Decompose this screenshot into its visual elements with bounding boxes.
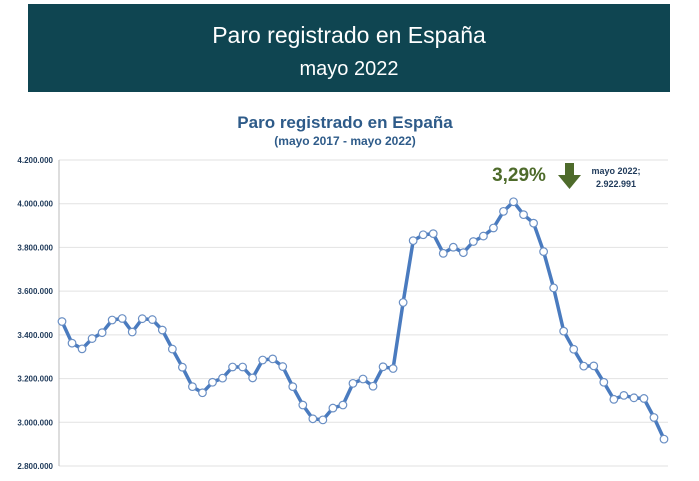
annotation-label-line2: 2.922.991 [596,179,636,189]
data-point [328,403,338,413]
y-tick-label: 4.200.000 [17,156,53,165]
data-point [579,361,589,371]
annotation-label-line1: mayo 2022; [591,166,640,176]
y-axis-ticks: 2.800.000 3.000.000 3.200.000 3.400.000 3.60… [17,156,53,471]
y-tick-label: 3.800.000 [17,243,53,252]
y-tick-label: 2.800.000 [17,462,53,471]
data-point [418,230,428,240]
data-point [509,197,518,207]
data-point [87,334,97,343]
data-point [258,355,268,365]
data-point [549,283,559,293]
data-point [57,317,67,326]
data-point [248,373,258,383]
data-point [117,314,127,323]
data-point [157,325,167,335]
data-point [77,344,87,354]
data-point [298,400,308,410]
data-point [338,400,348,410]
data-point [308,414,318,424]
chart-title: Paro registrado en España [237,113,453,132]
y-tick-label: 3.000.000 [17,418,53,427]
data-point [428,229,438,239]
data-point [619,391,629,400]
percent-change-label: 3,29% [492,165,546,186]
header-banner: Paro registrado en España mayo 2022 [28,4,670,92]
data-point [479,231,488,241]
data-point [529,218,538,228]
points-group [57,197,669,444]
data-point [448,242,458,252]
data-point [218,373,227,383]
data-point [107,315,117,325]
page-title: Paro registrado en España [212,22,486,48]
data-point [137,314,147,324]
data-point [188,382,197,392]
data-point [589,361,599,371]
chart-subtitle: (mayo 2017 - mayo 2022) [274,134,416,148]
data-point [398,298,408,307]
data-point [268,354,278,364]
data-point [318,415,328,425]
data-point [559,326,569,336]
data-point [208,377,217,387]
data-point [288,382,298,392]
y-tick-label: 3.200.000 [17,375,53,384]
data-point [147,315,157,324]
page-subtitle: mayo 2022 [299,58,399,80]
data-point [659,434,669,444]
data-point [177,362,187,372]
data-point [468,237,478,246]
data-point [198,388,207,398]
y-tick-label: 4.000.000 [17,200,53,209]
data-point [67,338,77,348]
data-point [599,377,609,387]
data-point [348,378,358,388]
data-point [438,248,448,258]
y-tick-label: 3.600.000 [17,287,53,296]
data-point [569,344,579,354]
data-point [358,374,368,384]
data-point [639,394,649,403]
arrow-down-icon [558,163,581,189]
data-point [609,394,619,404]
data-point [489,223,498,233]
data-point [228,362,237,372]
y-tick-label: 3.400.000 [17,331,53,340]
data-point [458,248,468,258]
data-point [378,362,388,372]
data-point [238,362,248,372]
data-point [408,236,418,246]
data-point [278,362,288,371]
data-point [649,413,659,422]
chart-grid [59,159,668,467]
data-point [539,247,548,256]
data-point [388,364,398,373]
data-point [167,344,177,354]
data-point [127,327,137,337]
data-point [629,393,639,403]
data-point [519,210,528,220]
data-point [97,328,107,338]
data-point [499,206,508,216]
data-point [368,381,378,391]
